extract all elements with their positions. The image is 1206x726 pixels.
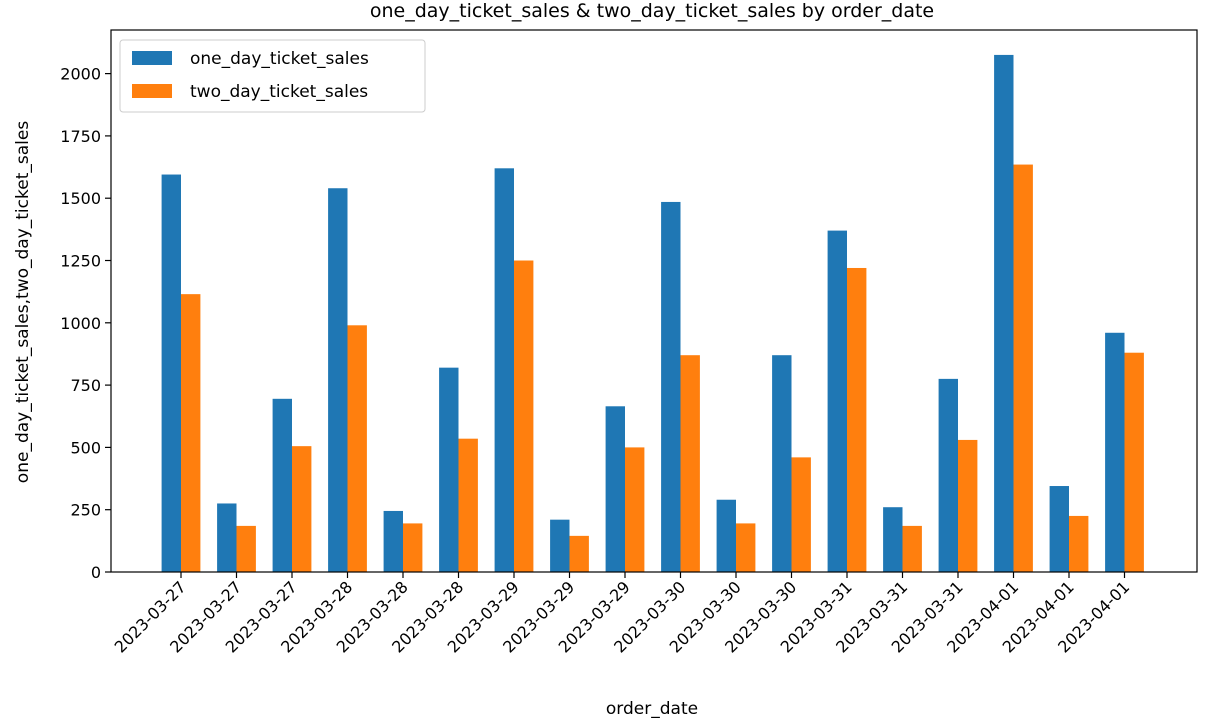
bar-one-day-6: [494, 168, 514, 572]
legend-swatch-two-day: [132, 84, 172, 98]
bar-two-day-9: [680, 355, 700, 572]
bar-one-day-13: [883, 507, 903, 572]
y-tick-label: 1000: [60, 314, 101, 333]
bar-two-day-10: [736, 523, 756, 572]
bar-two-day-6: [514, 260, 534, 572]
bar-one-day-9: [661, 201, 681, 572]
legend-label-one-day: one_day_ticket_sales: [190, 49, 369, 69]
bar-one-day-14: [938, 378, 958, 572]
y-axis-label: one_day_ticket_sales,two_day_ticket_sale…: [13, 121, 33, 484]
legend-frame: [119, 39, 426, 113]
y-tick-label: 1500: [60, 189, 101, 208]
bar-two-day-15: [1013, 164, 1033, 572]
bar-one-day-1: [217, 503, 237, 572]
y-tick-label: 250: [70, 501, 101, 520]
chart-title: one_day_ticket_sales & two_day_ticket_sa…: [370, 0, 934, 22]
bar-two-day-2: [292, 446, 312, 572]
bar-one-day-12: [827, 230, 847, 572]
plot-frame: [110, 29, 1198, 573]
bar-two-day-7: [569, 535, 589, 572]
bar-one-day-17: [1105, 332, 1125, 572]
bar-one-day-16: [1049, 486, 1069, 572]
bar-two-day-8: [625, 447, 645, 572]
legend: one_day_ticket_sales two_day_ticket_sale…: [119, 39, 426, 113]
legend-swatch-one-day: [132, 51, 172, 65]
legend-label-two-day: two_day_ticket_sales: [190, 82, 368, 102]
bar-two-day-4: [403, 523, 423, 572]
bar-two-day-14: [958, 439, 978, 572]
bar-two-day-3: [347, 325, 367, 572]
bar-two-day-13: [902, 525, 922, 572]
y-tick-label: 0: [91, 563, 101, 582]
bar-two-day-0: [181, 294, 201, 572]
bar-one-day-3: [328, 188, 348, 572]
bar-one-day-0: [161, 174, 181, 573]
bar-two-day-1: [236, 525, 256, 572]
bar-one-day-15: [994, 54, 1014, 572]
bar-one-day-10: [716, 499, 736, 572]
y-tick-label: 2000: [60, 65, 101, 84]
bar-one-day-7: [550, 519, 570, 572]
bars-group: [161, 54, 1144, 573]
y-tick-label: 1750: [60, 127, 101, 146]
x-axis-label: order_date: [606, 699, 698, 719]
y-tick-label: 750: [70, 376, 101, 395]
bar-two-day-12: [847, 267, 867, 572]
bar-two-day-5: [458, 438, 478, 572]
bar-two-day-17: [1124, 352, 1144, 572]
bar-two-day-11: [791, 457, 811, 572]
bar-one-day-8: [605, 406, 625, 572]
bar-two-day-16: [1069, 515, 1089, 572]
bar-one-day-2: [272, 398, 292, 572]
y-axis: 0 250 500 750 1000 1250 1500 1750 2000: [60, 65, 111, 582]
y-tick-label: 1250: [60, 252, 101, 271]
bar-one-day-4: [383, 510, 403, 572]
x-axis: 2023-03-272023-03-272023-03-272023-03-28…: [111, 572, 1133, 657]
y-tick-label: 500: [70, 438, 101, 457]
bar-one-day-5: [439, 367, 459, 572]
bar-one-day-11: [772, 355, 792, 572]
